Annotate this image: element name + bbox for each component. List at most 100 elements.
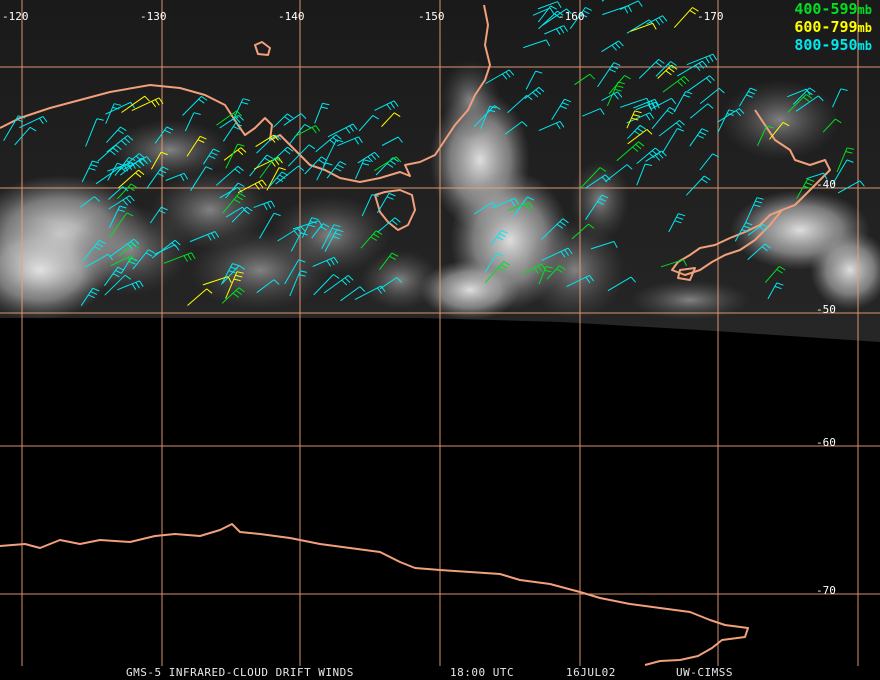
wind-barb: [757, 125, 774, 147]
wind-barb: [699, 153, 720, 171]
wind-barb: [219, 114, 244, 129]
wind-barb: [292, 220, 323, 230]
wind-barb: [311, 223, 330, 239]
wind-barb: [14, 126, 37, 146]
wind-barb: [249, 154, 274, 177]
wind-barb: [287, 144, 316, 167]
product-name: GMS-5 INFRARED-CLOUD DRIFT WINDS: [126, 666, 354, 679]
wind-barb: [590, 241, 618, 250]
wind-barb: [668, 213, 686, 233]
wind-barb: [259, 212, 281, 239]
lon-label: -170: [697, 10, 724, 23]
wind-barb: [222, 265, 246, 284]
wind-barb: [108, 195, 135, 210]
wind-barb: [523, 39, 551, 49]
wind-barb: [582, 108, 605, 117]
wind-barb: [673, 7, 699, 28]
wind-barb: [253, 200, 276, 211]
wind-barb: [256, 279, 280, 294]
wind-barb: [131, 97, 164, 112]
legend-item-800-950: 800-950mb: [794, 37, 872, 55]
wind-barb: [525, 70, 543, 90]
wind-barb: [149, 206, 168, 224]
wind-barb: [80, 287, 100, 306]
wind-barb: [686, 53, 718, 66]
pressure-legend: 400-599mb 600-799mb 800-950mb: [794, 1, 872, 55]
legend-label: 400-599: [794, 0, 858, 18]
wind-barb: [323, 139, 344, 167]
wind-barb: [219, 186, 243, 199]
wind-barb: [689, 103, 714, 119]
image-caption: GMS-5 INFRARED-CLOUD DRIFT WINDS 18:00 U…: [0, 666, 880, 680]
wind-barb: [379, 252, 399, 270]
nz-south-coast: [671, 209, 783, 276]
wind-barb: [546, 265, 566, 280]
wind-barb: [118, 169, 145, 189]
wind-barbs: [3, 0, 865, 306]
wind-barb: [677, 60, 708, 77]
wind-barb: [633, 98, 659, 109]
wind-barb: [154, 244, 180, 255]
wind-barb: [132, 249, 155, 270]
wind-barb: [104, 274, 132, 296]
wind-barb: [605, 164, 633, 182]
wind-barb: [146, 166, 169, 189]
wind-barb: [381, 136, 403, 146]
wind-barb: [601, 40, 624, 53]
wind-barb: [542, 8, 572, 26]
wind-barb: [792, 87, 816, 105]
wind-barb: [630, 22, 657, 32]
wind-barb: [272, 146, 294, 162]
wind-barb: [687, 75, 715, 92]
wind-barb: [796, 178, 815, 199]
wind-barb: [222, 192, 246, 214]
wind-barb: [769, 121, 790, 140]
wind-barb: [655, 61, 677, 77]
wind-barb: [569, 6, 592, 30]
wind-barb: [513, 196, 534, 217]
wind-barb: [504, 121, 528, 135]
wind-barb: [337, 136, 363, 147]
wind-barb: [109, 212, 134, 238]
wind-barb: [636, 147, 662, 164]
wind-barb: [658, 120, 685, 137]
wind-barb: [795, 95, 824, 112]
wind-barb: [324, 229, 344, 252]
wind-barb: [237, 179, 267, 194]
wind-barb: [374, 100, 399, 111]
wind-barb: [85, 118, 104, 147]
australia-coast: [0, 4, 491, 183]
wind-barb: [673, 91, 693, 113]
wind-barb: [107, 162, 136, 172]
wind-barb: [379, 277, 402, 290]
wind-barb: [602, 5, 633, 16]
wind-barb: [381, 112, 401, 127]
lat-label: -70: [816, 584, 836, 597]
legend-unit: mb: [857, 3, 872, 17]
wind-barb: [616, 141, 645, 162]
wind-barb: [507, 202, 534, 211]
wind-barb: [836, 147, 855, 173]
wind-barb: [354, 159, 371, 180]
wind-barb: [574, 73, 596, 86]
wind-barb: [832, 88, 848, 108]
wind-barb: [538, 120, 565, 132]
wind-barb: [202, 276, 232, 286]
wind-barb: [315, 134, 342, 153]
wind-barb: [321, 224, 341, 249]
nz-island-coast: [677, 267, 696, 281]
lon-label: -140: [278, 10, 305, 23]
wind-barb: [313, 274, 340, 296]
wind-barb: [619, 0, 643, 10]
wind-barb: [182, 95, 208, 116]
wind-barb: [97, 144, 122, 162]
wind-barb: [473, 105, 501, 128]
wind-barb: [256, 134, 282, 154]
wind-barb: [484, 252, 504, 273]
wind-barb: [832, 159, 854, 185]
legend-label: 800-950: [794, 36, 858, 54]
wind-barb: [767, 282, 784, 300]
nz-north-coast: [754, 109, 831, 211]
wind-barb: [108, 205, 127, 229]
wind-barb: [635, 101, 660, 112]
